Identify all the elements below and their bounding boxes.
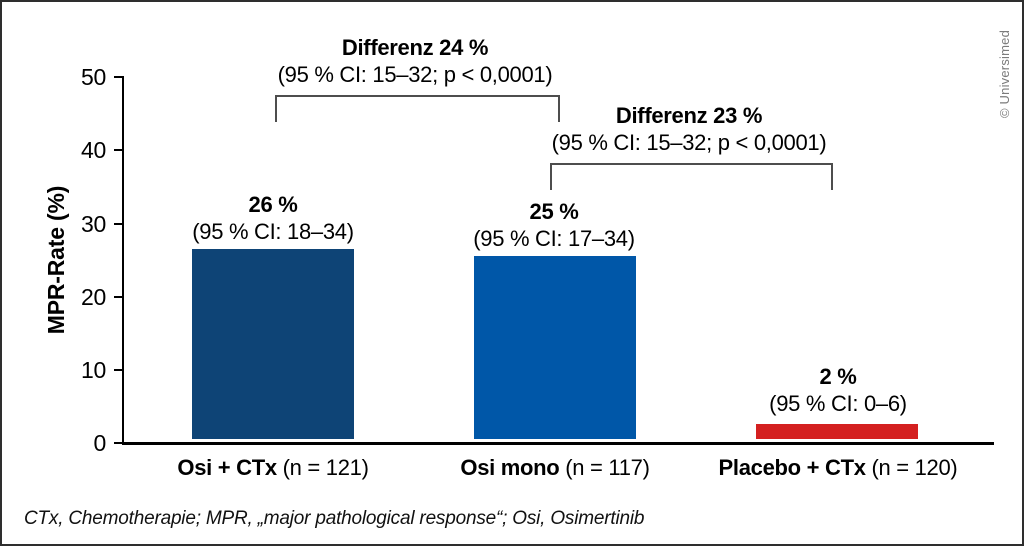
comparison-bracket-1 <box>275 95 560 122</box>
comparison-annotation-2: Differenz 23 % (95 % CI: 15–32; p < 0,00… <box>489 102 889 156</box>
bar-value-label: 25 % <box>529 199 579 224</box>
bar-value-block: 25 % (95 % CI: 17–34) <box>404 198 704 252</box>
y-tick-mark <box>114 442 123 444</box>
x-axis-label-placebo-ctx: Placebo + CTx (n = 120) <box>668 454 1008 481</box>
y-tick-label: 20 <box>81 284 106 310</box>
bar-value-block: 2 % (95 % CI: 0–6) <box>688 363 988 417</box>
bar-value-label: 26 % <box>248 192 298 217</box>
bar-value-block: 26 % (95 % CI: 18–34) <box>123 191 423 245</box>
y-tick-label: 0 <box>93 430 107 456</box>
y-axis-line <box>122 76 124 444</box>
bar-placebo-ctx <box>756 424 918 439</box>
bar-ci-label: (95 % CI: 0–6) <box>769 391 907 416</box>
copyright-credit: © Universimed <box>997 29 1012 119</box>
bar-ci-label: (95 % CI: 18–34) <box>192 219 354 244</box>
bar-ci-label: (95 % CI: 17–34) <box>473 226 635 251</box>
category-name: Osi mono <box>460 455 560 480</box>
comparison-label: Differenz 24 % <box>341 35 489 60</box>
comparison-bracket-2 <box>550 163 833 190</box>
y-tick-mark <box>114 296 123 298</box>
y-tick-mark <box>114 369 123 371</box>
footnote: CTx, Chemotherapie; MPR, „major patholog… <box>24 508 645 529</box>
y-tick-label: 50 <box>81 64 106 90</box>
x-axis-baseline <box>122 442 994 445</box>
category-name: Osi + CTx <box>177 455 277 480</box>
bar-osi-mono <box>474 256 636 439</box>
category-n: (n = 121) <box>282 455 369 480</box>
x-axis-label-osi-mono: Osi mono (n = 117) <box>385 454 725 481</box>
category-n: (n = 120) <box>871 455 958 480</box>
y-tick-label: 30 <box>81 211 106 237</box>
y-tick-mark <box>114 76 123 78</box>
x-axis-label-osi-ctx: Osi + CTx (n = 121) <box>103 454 443 481</box>
y-tick-label: 10 <box>81 357 106 383</box>
bar-value-label: 2 % <box>819 364 857 389</box>
y-tick-mark <box>114 149 123 151</box>
category-n: (n = 117) <box>565 455 650 480</box>
y-tick-label: 40 <box>81 137 106 163</box>
y-tick-mark <box>114 223 123 225</box>
bar-osi-ctx <box>192 248 354 439</box>
y-axis-title: MPR-Rate (%) <box>43 185 69 335</box>
comparison-label: Differenz 23 % <box>615 103 763 128</box>
comparison-detail: (95 % CI: 15–32; p < 0,0001) <box>551 130 827 155</box>
comparison-annotation-1: Differenz 24 % (95 % CI: 15–32; p < 0,00… <box>215 34 615 88</box>
comparison-detail: (95 % CI: 15–32; p < 0,0001) <box>277 62 553 87</box>
category-name: Placebo + CTx <box>718 455 866 480</box>
